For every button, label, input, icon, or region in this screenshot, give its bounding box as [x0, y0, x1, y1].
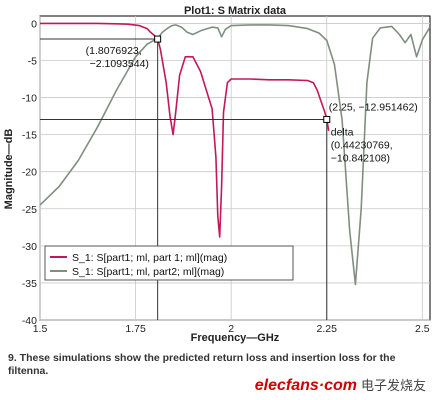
y-tick-label-7: -35: [22, 278, 37, 290]
x-tick-label-1: 1.75: [125, 323, 146, 335]
y-tick-label-6: -30: [22, 241, 37, 253]
y-tick-label-4: -20: [22, 167, 37, 179]
legend-box: [44, 245, 294, 281]
chart-title: Plot1: S Matrix data: [184, 5, 287, 17]
marker-1-box: [154, 35, 162, 43]
figure-caption: 9. These simulations show the predicted …: [8, 352, 396, 377]
delta-value-line-2: −10.842108): [331, 152, 390, 164]
y-tick-label-3: -15: [22, 130, 37, 142]
marker-2-label: (2.25, −12.951462): [329, 101, 418, 113]
series-line-1: [40, 22, 330, 238]
grid-lines: [39, 16, 430, 321]
x-tick-label-0: 1.5: [33, 323, 48, 335]
watermark-chinese: 电子发烧友: [360, 378, 426, 393]
marker-1-label-2: −2.1093544): [90, 58, 149, 70]
marker-2-box: [323, 115, 331, 123]
y-tick-label-1: -5: [28, 55, 37, 67]
y-tick-label-0: 0: [31, 18, 37, 30]
x-tick-label-3: 2.25: [317, 323, 338, 335]
marker-1-label: (1.8076923,: [86, 45, 142, 57]
watermark: elecfans·com 电子发烧友: [255, 375, 426, 395]
legend-label-2: S_1: S[part1; ml, part2; ml](mag): [72, 266, 224, 278]
x-tick-label-2: 2: [228, 323, 234, 335]
x-tick-label-4: 2.5: [415, 323, 430, 335]
legend-label-1: S_1: S[part1; ml, part 1; ml](mag): [72, 252, 227, 264]
delta-label: delta: [331, 126, 354, 138]
y-tick-label-5: -25: [22, 204, 37, 216]
marker-group: (1.8076923,−2.1093544) (2.25, −12.951462)…: [40, 35, 418, 320]
watermark-brand: elecfans·com: [254, 377, 357, 394]
y-tick-label-2: -10: [22, 93, 37, 105]
x-axis-label: Frequency—GHz: [191, 332, 280, 344]
axis-ticks: 1.5 1.75 2 2.25 2.5 0 -5 -10 -15 -20 -25 -30 -35 -40: [22, 18, 430, 335]
legend: S_1: S[part1; ml, part 1; ml](mag) S_1: S…: [44, 245, 294, 281]
y-axis-label: Magnitude—dB: [3, 129, 15, 210]
delta-value-line-1: (0.44230769,: [331, 139, 393, 151]
y-tick-label-8: -40: [22, 315, 37, 327]
